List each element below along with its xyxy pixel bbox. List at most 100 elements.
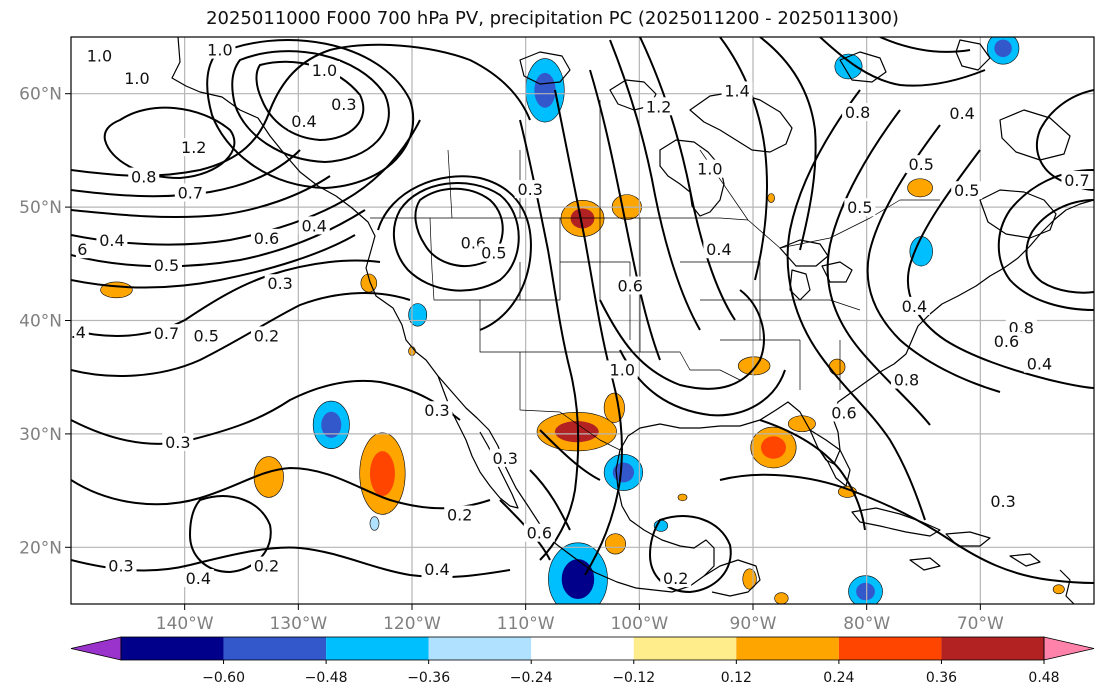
contour-label: 0.3 [267,274,292,293]
precip-patch [767,193,775,203]
precip-patch [603,392,625,423]
precip-patch-core [561,559,595,600]
lon-label: 80°W [843,614,890,634]
lat-label: 30°N [19,425,62,445]
contour-label: 0.6 [831,403,856,422]
lon-label: 110°W [497,614,555,634]
contour-label-bg [828,403,860,422]
contour-label-bg [844,198,876,217]
precip-patch [907,178,933,198]
contour-label-bg [614,276,646,295]
colorbar-bin [428,637,532,660]
lon-label: 130°W [269,614,327,634]
contour-label-bg [150,256,182,275]
precip-patch-core [856,582,875,601]
contour-label-bg [150,324,182,343]
contour-label-bg [96,231,128,250]
contour-label: 1.2 [646,97,671,116]
precip-patch [774,592,789,604]
contour-label-bg [251,556,283,575]
contour-label: 0.8 [845,103,870,122]
colorbar-extend-min [70,636,122,661]
precip-patch [787,415,816,432]
colorbar-extend-max [1043,636,1095,661]
colorbar-tick-label: −0.12 [612,670,655,686]
contour-label-bg [190,326,222,345]
contour-label: 0.5 [909,155,934,174]
contour-label: 0.2 [663,569,688,588]
lat-label: 20°N [19,538,62,558]
contour-label-bg [1005,318,1037,337]
contour-label: 0.5 [154,256,179,275]
precip-patch [253,456,284,498]
contour-label: 0.3 [517,180,542,199]
colorbar-tick-label: −0.24 [510,670,553,686]
contour-label-bg [514,180,546,199]
lon-label: 140°W [156,614,214,634]
contour-label-bg [489,448,521,467]
contour-label: 1.0 [312,61,337,80]
precip-patch [604,533,626,555]
contour-label-bg [643,97,675,116]
precip-patch [677,493,688,502]
contour-label: 0.8 [131,168,156,187]
precip-patch [408,303,428,327]
axis-ticks: 60°N 50°N 40°N 30°N 20°N 140°W 130°W 120°W 110°W… [19,85,1004,634]
contour-label: 0.6 [254,229,279,248]
contour-label-bg [694,159,726,178]
precip-patch-core [534,72,556,108]
contour-label: 6 [77,240,87,259]
contour-label-bg [75,240,89,259]
contour-label: 0.5 [954,181,979,200]
colorbar-bin [838,637,942,660]
contour-label-bg [660,569,692,588]
precip-patch-core [554,421,599,443]
contour-label-bg [421,401,453,420]
colorbar-frame [120,636,1045,661]
precip-patch-core [369,451,395,497]
colorbar: −0.60 −0.48 −0.36 −0.24 −0.12 0.12 0.24 0.36 0.4… [70,636,1095,686]
contour-label: 0.7 [1064,171,1089,190]
contour-label: 0.8 [894,371,919,390]
coastlines [171,37,1094,604]
contour-label-bg [251,228,283,247]
colorbar-tick-label: −0.60 [202,670,245,686]
precip-patch [369,516,380,531]
colorbar-tick-label: −0.36 [407,670,450,686]
contour-label-bg [606,360,638,379]
contour-label-bg [83,46,115,65]
precip-patch-core [612,462,635,483]
contour-label-bg [298,216,330,235]
contour-label-bg [421,559,453,578]
contour-label-bg [264,274,296,293]
precip-patch-core [760,436,786,459]
contour-label: 0.4 [99,231,124,250]
contour-label: 0.4 [424,560,449,579]
map-title: 2025011000 F000 700 hPa PV, precipitatio… [206,8,899,29]
colorbar-bin [531,637,634,660]
contour-label-bg [128,167,160,186]
contour-label-bg [444,505,476,524]
contour-label-bg [308,61,340,80]
lon-label: 120°W [383,614,441,634]
contour-label-bg [946,104,978,123]
contour-label: 0.7 [178,183,203,202]
contour-label-bg [182,569,214,588]
contour-label: 0.3 [331,95,356,114]
contour-label-bg [121,68,153,87]
contour-label: 0.6 [618,276,643,295]
lon-label: 70°W [957,614,1004,634]
contour-label-bg [288,112,320,131]
contour-label-bg [251,326,283,345]
graticule [71,37,1094,604]
contour-label-bg [105,556,137,575]
contour-label: 0.5 [481,244,506,263]
colorbar-tick-label: 0.12 [721,670,752,686]
contour-label-bg [703,240,735,259]
colorbar-bin [941,637,1044,660]
pv-contours [71,37,1094,594]
colorbar-tick-label: −0.48 [305,670,348,686]
contour-label-bg [523,523,555,542]
precip-patch [909,236,933,267]
contour-label: 0.2 [447,506,472,525]
